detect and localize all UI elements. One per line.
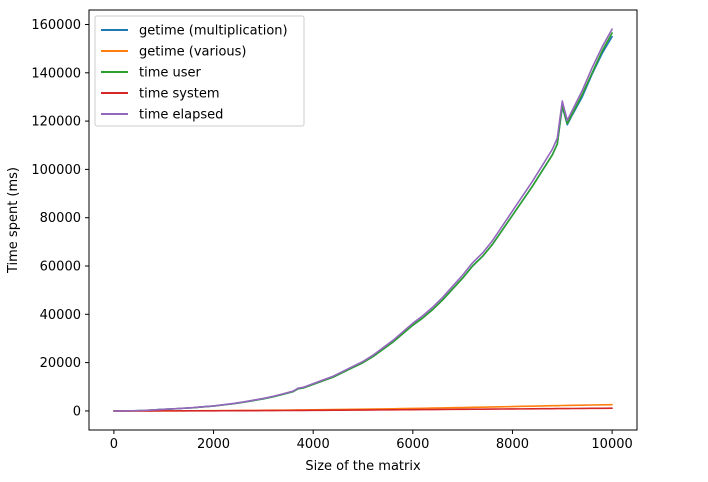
y-tick-label: 80000 — [40, 211, 81, 226]
legend-label-getime-various: getime (various) — [139, 45, 246, 60]
x-tick-label: 0 — [110, 437, 118, 452]
x-axis: 0 2000 4000 6000 8000 10000 — [110, 430, 633, 452]
series-layer — [113, 28, 613, 412]
y-axis: 0 20000 40000 60000 80000 100000 120000 140000 1… — [31, 18, 89, 419]
y-tick-label: 160000 — [31, 18, 81, 33]
y-axis-label: Time spent (ms) — [6, 167, 21, 274]
x-axis-label: Size of the matrix — [305, 459, 421, 474]
legend-label-time-system: time system — [139, 87, 220, 102]
plot-frame — [88, 9, 638, 431]
x-tick-label: 6000 — [396, 437, 429, 452]
legend-box — [94, 15, 305, 127]
x-tick-label: 8000 — [496, 437, 529, 452]
legend-label-getime-multiplication: getime (multiplication) — [139, 24, 288, 39]
legend: getime (multiplication) getime (various) t… — [94, 15, 305, 127]
x-tick-label: 2000 — [197, 437, 230, 452]
y-tick-label: 40000 — [40, 308, 81, 323]
y-tick-label: 0 — [73, 404, 81, 419]
y-tick-label: 60000 — [40, 260, 81, 275]
y-tick-label: 120000 — [31, 115, 81, 130]
y-tick-label: 100000 — [31, 163, 81, 178]
x-tick-label: 10000 — [591, 437, 632, 452]
y-tick-label: 20000 — [40, 356, 81, 371]
legend-label-time-elapsed: time elapsed — [139, 108, 223, 123]
y-tick-label: 140000 — [31, 66, 81, 81]
series-line-time-elapsed — [113, 28, 613, 412]
series-line-time-system — [113, 407, 613, 412]
x-tick-label: 4000 — [297, 437, 330, 452]
legend-label-time-user: time user — [139, 66, 202, 81]
